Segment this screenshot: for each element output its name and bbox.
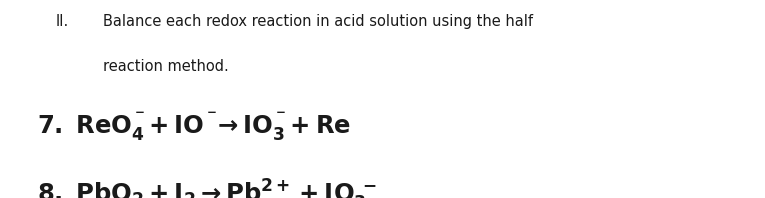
Text: reaction method.: reaction method.	[103, 59, 229, 74]
Text: II.: II.	[56, 14, 69, 29]
Text: $\bf{7.\ ReO_4^{^-\!\!}+IO^{^-\!}\!\rightarrow IO_3^{^-\!\!}+Re}$: $\bf{7.\ ReO_4^{^-\!\!}+IO^{^-\!}\!\righ…	[37, 111, 350, 143]
Text: Balance each redox reaction in acid solution using the half: Balance each redox reaction in acid solu…	[103, 14, 533, 29]
Text: $\bf{8.\ PbO_2+I_2\rightarrow Pb^{2+}+IO_3^{\ -}}$: $\bf{8.\ PbO_2+I_2\rightarrow Pb^{2+}+IO…	[37, 178, 377, 198]
